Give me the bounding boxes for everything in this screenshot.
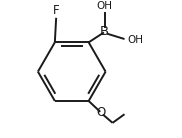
Text: F: F [53,4,60,17]
Text: O: O [97,106,106,119]
Text: OH: OH [97,1,113,11]
Text: OH: OH [128,35,144,45]
Text: B: B [100,25,109,38]
